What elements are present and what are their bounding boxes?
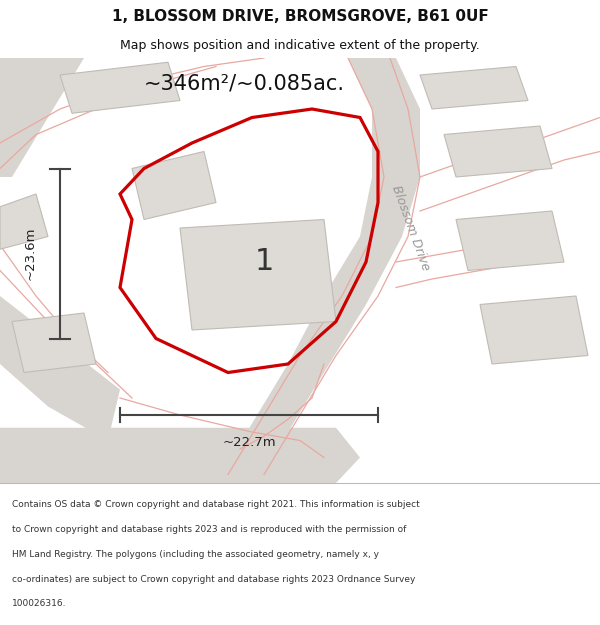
- Polygon shape: [444, 126, 552, 177]
- Text: HM Land Registry. The polygons (including the associated geometry, namely x, y: HM Land Registry. The polygons (includin…: [12, 550, 379, 559]
- Polygon shape: [0, 194, 48, 249]
- Polygon shape: [420, 66, 528, 109]
- Text: 1: 1: [254, 248, 274, 276]
- Text: 100026316.: 100026316.: [12, 599, 67, 609]
- Polygon shape: [456, 211, 564, 271]
- Text: to Crown copyright and database rights 2023 and is reproduced with the permissio: to Crown copyright and database rights 2…: [12, 525, 406, 534]
- Polygon shape: [0, 296, 120, 441]
- Text: 1, BLOSSOM DRIVE, BROMSGROVE, B61 0UF: 1, BLOSSOM DRIVE, BROMSGROVE, B61 0UF: [112, 9, 488, 24]
- Polygon shape: [60, 62, 180, 113]
- Polygon shape: [180, 219, 336, 330]
- Text: ~23.6m: ~23.6m: [23, 227, 37, 280]
- Text: Contains OS data © Crown copyright and database right 2021. This information is : Contains OS data © Crown copyright and d…: [12, 500, 420, 509]
- Polygon shape: [12, 313, 96, 372]
- Polygon shape: [132, 151, 216, 219]
- Text: ~346m²/~0.085ac.: ~346m²/~0.085ac.: [144, 74, 345, 94]
- Polygon shape: [0, 58, 84, 177]
- Polygon shape: [480, 296, 588, 364]
- Text: ~22.7m: ~22.7m: [222, 436, 276, 449]
- Polygon shape: [0, 428, 360, 483]
- Polygon shape: [216, 58, 420, 483]
- Text: Map shows position and indicative extent of the property.: Map shows position and indicative extent…: [120, 39, 480, 52]
- Text: Blossom Drive: Blossom Drive: [389, 184, 433, 272]
- Text: co-ordinates) are subject to Crown copyright and database rights 2023 Ordnance S: co-ordinates) are subject to Crown copyr…: [12, 574, 415, 584]
